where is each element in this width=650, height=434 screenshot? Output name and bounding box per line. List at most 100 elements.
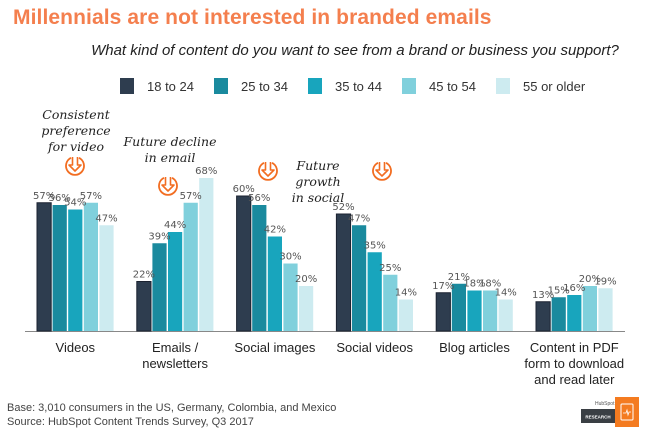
- category-label: Blog articles: [420, 340, 530, 356]
- legend-label: 35 to 44: [335, 78, 382, 94]
- down-arrow-circle-icon: [158, 176, 178, 196]
- value-label: 42%: [264, 225, 286, 236]
- legend-swatch: [496, 78, 510, 94]
- logo-graphic: HubSpot RESEARCH: [581, 397, 639, 427]
- category-label-line: Social images: [234, 340, 316, 355]
- legend-item: 45 to 54: [402, 78, 476, 94]
- bar: [483, 290, 498, 331]
- bar: [435, 292, 451, 332]
- legend-label: 25 to 34: [241, 78, 288, 94]
- bar: [152, 243, 167, 331]
- annotation-line: Future decline: [123, 134, 217, 149]
- bar: [567, 295, 582, 331]
- value-label: 15%: [548, 285, 570, 296]
- value-label: 20%: [579, 274, 601, 285]
- category-label: Social videos: [320, 340, 430, 356]
- category-label-line: Content in PDF: [529, 340, 619, 355]
- chart-title: Millennials are not interested in brande…: [13, 6, 492, 29]
- value-label: 21%: [448, 272, 470, 283]
- category-label-line: and read later: [534, 372, 615, 387]
- category-label-line: Emails /: [151, 340, 199, 355]
- value-label: 16%: [563, 283, 585, 294]
- logo-top-text: HubSpot: [595, 401, 615, 407]
- bar: [267, 236, 282, 331]
- legend-label: 18 to 24: [147, 78, 194, 94]
- value-label: 56%: [49, 193, 71, 204]
- logo-bottom-text: RESEARCH: [585, 415, 610, 420]
- bar: [68, 209, 83, 331]
- value-label: 14%: [395, 288, 417, 299]
- value-label: 57%: [180, 191, 202, 202]
- chart-subtitle: What kind of content do you want to see …: [91, 42, 619, 59]
- value-label: 17%: [432, 281, 454, 292]
- bar: [335, 213, 352, 332]
- legend: 18 to 24 25 to 34 35 to 44 45 to 54 55 o…: [120, 78, 605, 94]
- value-label: 13%: [532, 290, 554, 301]
- legend-item: 55 or older: [496, 78, 585, 94]
- bar: [367, 252, 382, 331]
- value-label: 47%: [95, 213, 117, 224]
- value-label: 35%: [364, 240, 386, 251]
- value-label: 56%: [248, 193, 270, 204]
- bar: [535, 301, 551, 332]
- annotation-email: Future decline in email: [120, 134, 220, 166]
- bar: [352, 225, 367, 331]
- annotation-line: Consistent: [42, 107, 110, 122]
- legend-item: 18 to 24: [120, 78, 194, 94]
- value-label: 54%: [64, 198, 86, 209]
- value-label: 57%: [33, 191, 55, 202]
- bar: [136, 281, 152, 332]
- annotation-line: in social: [291, 190, 345, 205]
- legend-label: 55 or older: [523, 78, 586, 94]
- bar: [199, 178, 214, 331]
- value-labels: 57%56%54%57%47%22%39%44%57%68%60%56%42%3…: [33, 166, 617, 301]
- logo-dark-block: [581, 409, 615, 423]
- legend-swatch: [214, 78, 228, 94]
- bar: [398, 299, 413, 331]
- bar: [582, 286, 597, 331]
- bar: [598, 288, 613, 331]
- category-label: Videos: [20, 340, 130, 356]
- legend-item: 25 to 34: [214, 78, 288, 94]
- category-label: Emails / newsletters: [120, 340, 230, 372]
- value-label: 68%: [195, 166, 217, 177]
- bar: [52, 205, 67, 331]
- category-label: Social images: [220, 340, 330, 356]
- value-label: 19%: [594, 276, 616, 287]
- pulse-icon: [623, 408, 631, 417]
- value-label: 44%: [164, 220, 186, 231]
- bar: [83, 202, 98, 331]
- bar: [252, 205, 267, 331]
- value-label: 39%: [148, 231, 170, 242]
- annotation-video: Consistent preference for video: [28, 107, 124, 155]
- category-label-line: Videos: [55, 340, 96, 355]
- category-label-line: newsletters: [142, 356, 208, 371]
- annotation-icons: [65, 156, 392, 196]
- value-label: 18%: [463, 279, 485, 290]
- annotation-line: preference: [41, 123, 111, 138]
- legend-swatch: [120, 78, 134, 94]
- footnote-source: Source: HubSpot Content Trends Survey, Q…: [7, 416, 254, 428]
- annotation-line: in email: [144, 150, 196, 165]
- category-label-line: form to download: [524, 356, 625, 371]
- footnote-base: Base: 3,010 consumers in the US, Germany…: [7, 402, 337, 414]
- category-label-line: Blog articles: [439, 340, 510, 355]
- bar: [383, 274, 398, 331]
- bar: [451, 283, 466, 331]
- bar: [551, 297, 566, 331]
- legend-item: 35 to 44: [308, 78, 382, 94]
- value-label: 52%: [332, 202, 354, 213]
- bar: [183, 202, 198, 331]
- value-label: 20%: [295, 274, 317, 285]
- category-label: Content in PDF form to download and read l…: [519, 340, 629, 388]
- bar: [498, 299, 513, 331]
- legend-swatch: [308, 78, 322, 94]
- hubspot-research-logo: HubSpot RESEARCH: [581, 397, 639, 434]
- bar: [168, 232, 183, 331]
- annotation-line: for video: [47, 139, 105, 154]
- annotation-social: Future growth in social: [278, 158, 358, 206]
- value-label: 18%: [479, 279, 501, 290]
- value-label: 22%: [133, 270, 155, 281]
- value-label: 25%: [379, 263, 401, 274]
- annotation-line: Future growth: [295, 158, 341, 189]
